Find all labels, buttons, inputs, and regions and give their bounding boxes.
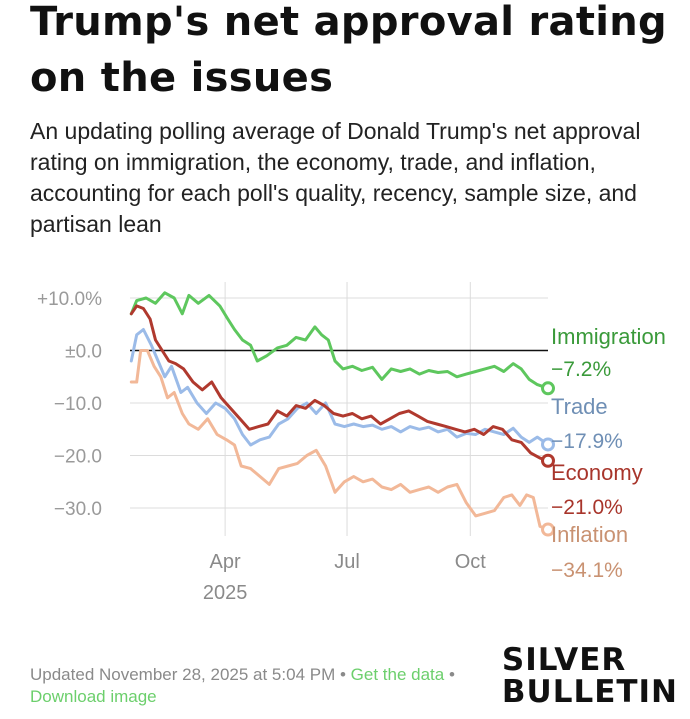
series-endpoint-inflation xyxy=(541,522,555,537)
series-label-economy: Economy xyxy=(551,460,643,485)
page-title: Trump's net approval rating on the issue… xyxy=(30,0,667,101)
series-label-inflation: Inflation xyxy=(551,522,628,547)
series-line-immigration xyxy=(129,291,550,390)
silver-bulletin-logo: SILVER BULLETIN xyxy=(502,644,678,708)
x-tick-label: Jul xyxy=(334,551,360,573)
footer-separator: • xyxy=(335,665,351,684)
series-label-immigration: Immigration xyxy=(551,324,666,349)
series-value-inflation: −34.1% xyxy=(551,559,623,582)
logo-line-1: SILVER xyxy=(501,642,627,678)
label-layer: Immigration −7.2% Trade −17.9% Economy −21.0%… xyxy=(551,324,666,582)
y-tick-label: −30.0 xyxy=(54,499,102,520)
logo-line-2: BULLETIN xyxy=(501,674,678,710)
series-value-immigration: −7.2% xyxy=(551,358,611,381)
page-subtitle: An updating polling average of Donald Tr… xyxy=(30,118,641,237)
footer-separator: • xyxy=(444,665,455,684)
x-tick-year-label: 2025 xyxy=(203,582,248,604)
updated-timestamp: Updated November 28, 2025 at 5:04 PM xyxy=(30,665,336,684)
line-chart: +10.0% ±0.0 −10.0 −20.0 −30.0 Apr 2025 Jul Oct I… xyxy=(37,282,666,604)
series-line-economy xyxy=(129,304,550,463)
series-value-economy: −21.0% xyxy=(551,496,623,519)
y-tick-label: +10.0% xyxy=(37,289,102,310)
download-image-link[interactable]: Download image xyxy=(30,687,157,706)
y-tick-label: ±0.0 xyxy=(65,342,102,363)
footer: Updated November 28, 2025 at 5:04 PM • G… xyxy=(30,664,470,708)
grid-layer xyxy=(130,282,548,536)
x-tick-label: Oct xyxy=(455,551,487,573)
x-tick-label: Apr xyxy=(210,551,241,573)
series-endpoint-trade xyxy=(541,437,555,452)
series-line-trade xyxy=(129,328,550,447)
series-layer xyxy=(129,291,555,537)
series-label-trade: Trade xyxy=(551,394,608,419)
series-endpoint-economy xyxy=(541,453,555,468)
series-value-trade: −17.9% xyxy=(551,430,623,453)
axis-layer: +10.0% ±0.0 −10.0 −20.0 −30.0 Apr 2025 Jul Oct xyxy=(37,289,548,604)
y-tick-label: −20.0 xyxy=(54,447,102,468)
series-line-inflation xyxy=(129,349,550,531)
get-data-link[interactable]: Get the data xyxy=(350,665,445,684)
series-endpoint-immigration xyxy=(541,381,555,396)
y-tick-label: −10.0 xyxy=(54,394,102,415)
